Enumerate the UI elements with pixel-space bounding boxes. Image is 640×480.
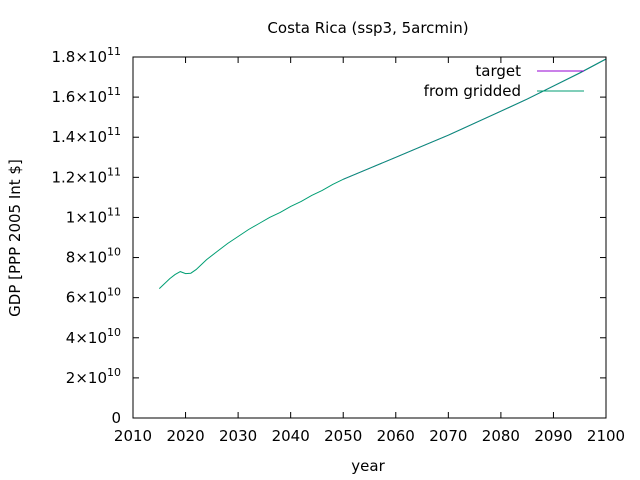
y-tick-exponent: 11 — [107, 205, 121, 218]
y-tick-mantissa: 1.4×10 — [51, 128, 107, 146]
y-tick-mantissa: 1.8×10 — [51, 48, 107, 66]
x-tick-label: 2080 — [482, 427, 520, 445]
y-axis-label: GDP [PPP 2005 Int $] — [6, 159, 24, 317]
y-tick-mantissa: 1.6×10 — [51, 88, 107, 106]
y-tick-label: 8×1010 — [66, 246, 121, 267]
y-tick-mantissa: 0 — [111, 409, 121, 427]
x-tick-label: 2040 — [272, 427, 310, 445]
x-tick-label: 2030 — [219, 427, 257, 445]
y-tick-label: 2×1010 — [66, 366, 121, 387]
y-tick-label: 4×1010 — [66, 326, 121, 347]
y-tick-label: 0 — [111, 409, 121, 427]
x-tick-label: 2050 — [324, 427, 362, 445]
y-tick-label: 1×1011 — [66, 205, 121, 226]
y-tick-label: 1.8×1011 — [51, 45, 121, 66]
series-group — [158, 58, 607, 289]
x-tick-label: 2060 — [377, 427, 415, 445]
y-tick-exponent: 10 — [107, 366, 121, 379]
legend: target from gridded — [424, 62, 584, 100]
y-tick-exponent: 10 — [107, 246, 121, 259]
y-tick-exponent: 10 — [107, 326, 121, 339]
y-tick-mantissa: 1.2×10 — [51, 168, 107, 186]
tick-group: 2010 2020 2030 2040 2050 2060 2070 2080 2090 2100… — [51, 45, 625, 445]
y-tick-label: 1.4×1011 — [51, 125, 121, 146]
x-tick-label: 2020 — [166, 427, 204, 445]
y-tick-exponent: 11 — [107, 165, 121, 178]
y-tick-exponent: 11 — [107, 85, 121, 98]
chart-title: Costa Rica (ssp3, 5arcmin) — [267, 19, 468, 37]
y-tick-mantissa: 8×10 — [66, 249, 107, 267]
plot-frame — [132, 56, 607, 419]
legend-label: target — [475, 62, 521, 80]
y-tick-exponent: 11 — [107, 45, 121, 58]
y-tick-mantissa: 6×10 — [66, 289, 107, 307]
y-tick-label: 1.6×1011 — [51, 85, 121, 106]
y-tick-label: 6×1010 — [66, 286, 121, 307]
series-line-1 — [158, 58, 607, 289]
x-tick-label: 2100 — [587, 427, 625, 445]
x-axis-label: year — [351, 457, 385, 475]
y-tick-mantissa: 4×10 — [66, 329, 107, 347]
y-tick-exponent: 11 — [107, 125, 121, 138]
y-tick-label: 1.2×1011 — [51, 165, 121, 186]
y-tick-mantissa: 1×10 — [66, 208, 107, 226]
x-tick-label: 2010 — [114, 427, 152, 445]
y-tick-mantissa: 2×10 — [66, 369, 107, 387]
x-tick-label: 2070 — [429, 427, 467, 445]
x-tick-label: 2090 — [534, 427, 572, 445]
y-tick-exponent: 10 — [107, 286, 121, 299]
legend-label: from gridded — [424, 82, 521, 100]
